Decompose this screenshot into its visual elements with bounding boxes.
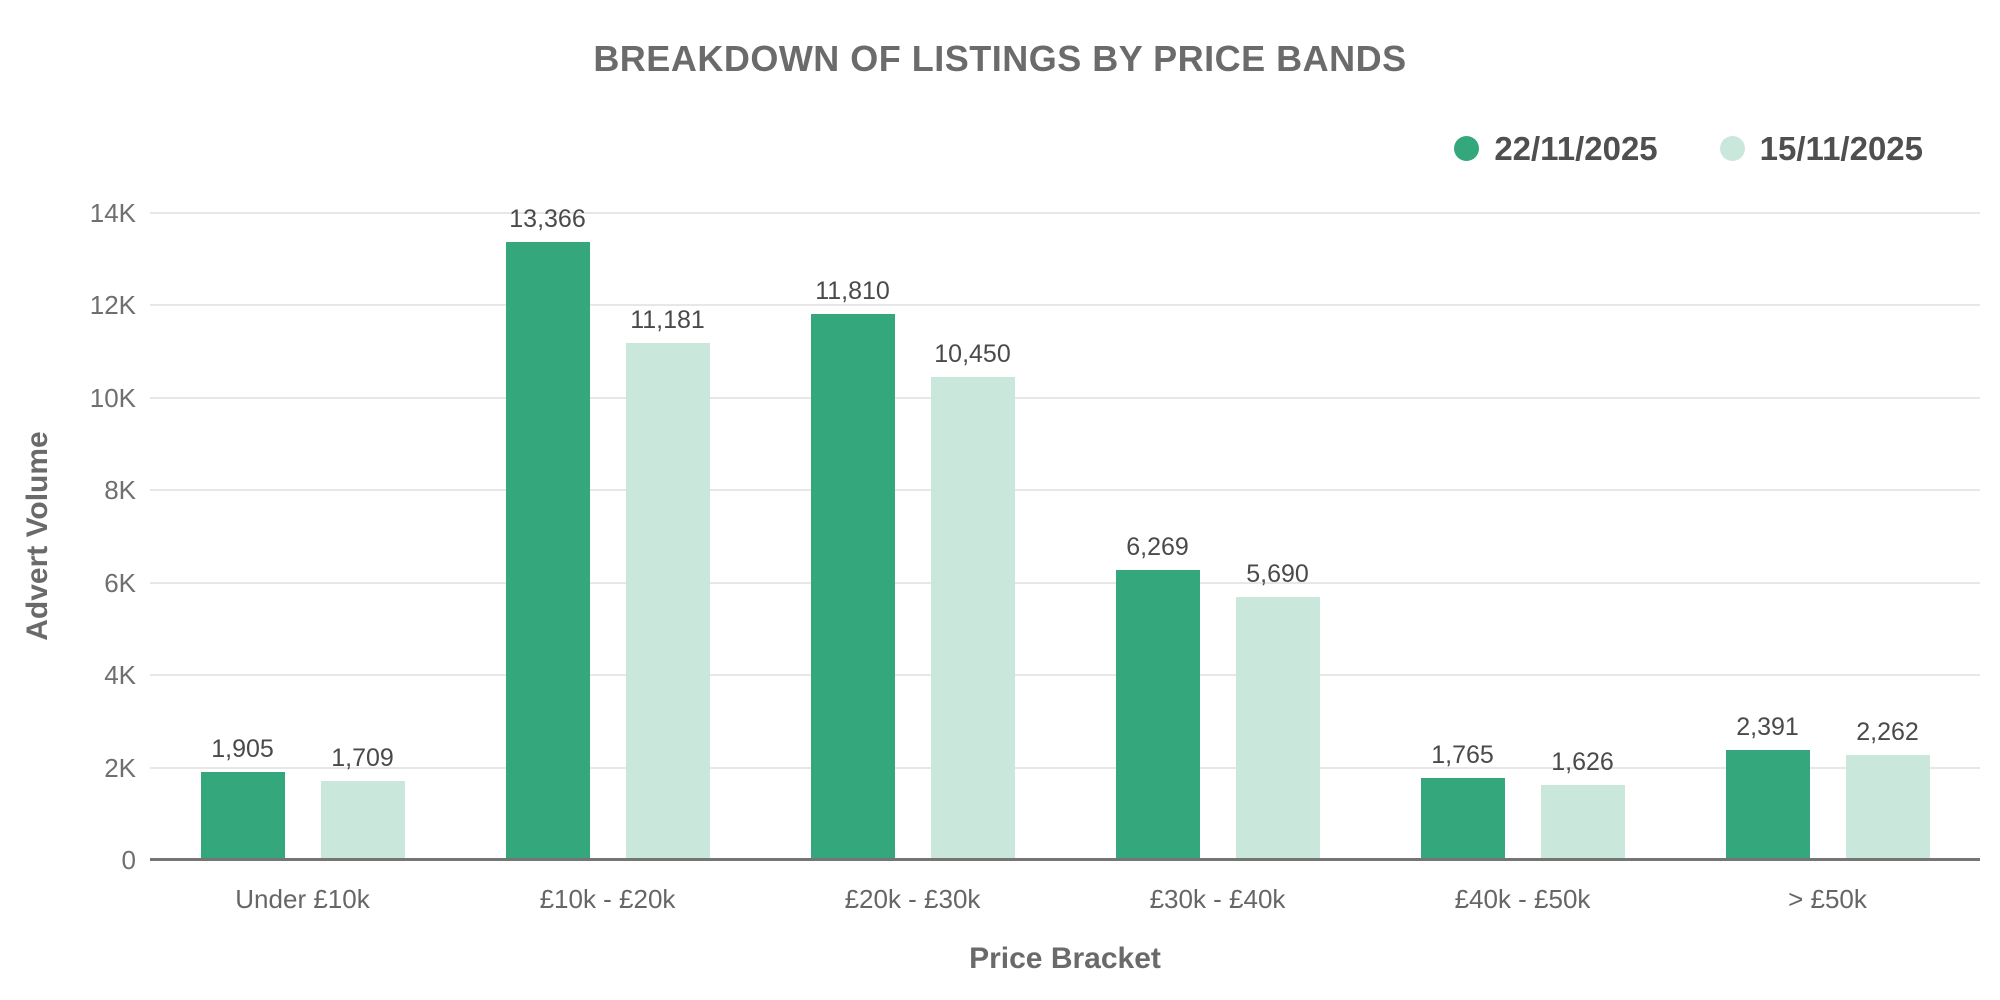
bar-22/11/2025-Under £10k[interactable] [200, 771, 285, 860]
bar-with-label: 10,450 [930, 340, 1015, 860]
x-category-label: £10k - £20k [539, 884, 676, 914]
bar-value-label: 10,450 [934, 340, 1011, 369]
bar-22/11/2025-£10k - £20k[interactable] [505, 242, 590, 860]
bar-with-label: 6,269 [1115, 533, 1200, 860]
gridline [150, 304, 1980, 307]
legend-label: 22/11/2025 [1494, 130, 1658, 167]
bar-with-label: 11,810 [810, 277, 895, 860]
y-tick-label: 8K [104, 475, 136, 506]
x-axis-category-labels: Under £10k £10k - £20k £20k - £30k £30k - £… [150, 884, 1980, 915]
bar-22/11/2025-> £50k[interactable] [1725, 749, 1810, 860]
bar-value-label: 1,905 [211, 734, 274, 763]
gridline [150, 766, 1980, 769]
bar-value-label: 1,626 [1551, 747, 1614, 776]
x-category-label: £30k - £40k [1149, 884, 1286, 914]
bar-with-label: 1,765 [1420, 741, 1505, 860]
x-category-label: £20k - £30k [844, 884, 981, 914]
gridline [150, 581, 1980, 584]
bar-with-label: 2,262 [1845, 718, 1930, 860]
legend-item-series-2[interactable]: 15/11/2025 [1719, 130, 1923, 167]
bar-value-label: 13,366 [509, 205, 586, 234]
chart-title: BREAKDOWN OF LISTINGS BY PRICE BANDS [593, 38, 1407, 79]
bar-15/11/2025-> £50k[interactable] [1845, 755, 1930, 860]
gridline [150, 396, 1980, 399]
x-axis-title: Price Bracket [969, 942, 1161, 975]
bar-group: 1,905 1,709 [150, 213, 455, 860]
legend-label: 15/11/2025 [1759, 130, 1923, 167]
x-category-label: £40k - £50k [1454, 884, 1591, 914]
bar-with-label: 13,366 [505, 205, 590, 860]
bar-group: 6,269 5,690 [1065, 213, 1370, 860]
bar-22/11/2025-£40k - £50k[interactable] [1420, 778, 1505, 860]
y-tick-label: 14K [89, 198, 136, 228]
bar-value-label: 11,810 [815, 277, 890, 306]
bar-value-label: 1,765 [1431, 741, 1494, 770]
bar-with-label: 2,391 [1725, 712, 1810, 860]
legend-item-series-1[interactable]: 22/11/2025 [1454, 130, 1658, 167]
y-tick-label: 10K [89, 382, 136, 413]
legend-dot-icon [1719, 136, 1745, 161]
gridline [150, 489, 1980, 492]
bar-15/11/2025-Under £10k[interactable] [320, 781, 405, 860]
bar-15/11/2025-£10k - £20k[interactable] [625, 343, 710, 860]
bar-15/11/2025-£20k - £30k[interactable] [930, 377, 1015, 860]
y-tick-label: 2K [104, 752, 136, 783]
bar-with-label: 1,626 [1540, 747, 1625, 860]
bar-15/11/2025-£30k - £40k[interactable] [1235, 597, 1320, 860]
bar-value-label: 2,262 [1856, 718, 1919, 747]
gridlines [150, 212, 1980, 860]
bar-value-label: 1,709 [331, 744, 394, 773]
bar-group: 13,366 11,181 [455, 207, 760, 860]
y-tick-label: 4K [104, 660, 136, 691]
bar-with-label: 1,905 [200, 734, 285, 860]
bar-group: 2,391 2,262 [1675, 213, 1980, 860]
x-category-label: Under £10k [235, 884, 370, 914]
x-axis-line [150, 858, 1980, 861]
x-category-label: > £50k [1788, 884, 1867, 914]
plot-area: 1,905 1,709 13,366 11,181 11,810 10,450 6,269 5… [150, 207, 1980, 861]
legend: 22/11/2025 15/11/2025 [1454, 132, 1923, 165]
bar-value-label: 6,269 [1126, 533, 1189, 562]
bar-groups: 1,905 1,709 13,366 11,181 11,810 10,450 6,269 5… [150, 207, 1980, 860]
bar-with-label: 1,709 [320, 744, 405, 860]
bar-value-label: 5,690 [1246, 560, 1309, 589]
bar-with-label: 5,690 [1235, 560, 1320, 860]
bar-value-label: 2,391 [1736, 712, 1799, 741]
gridline [150, 674, 1980, 677]
gridline [150, 212, 1980, 214]
legend-dot-icon [1454, 136, 1480, 161]
bar-22/11/2025-£30k - £40k[interactable] [1115, 570, 1200, 860]
bar-group: 11,810 10,450 [760, 213, 1065, 860]
y-tick-label: 6K [104, 567, 136, 598]
y-tick-label: 0 [121, 845, 136, 875]
bar-group: 1,765 1,626 [1370, 213, 1675, 860]
bar-22/11/2025-£20k - £30k[interactable] [810, 314, 895, 860]
bar-with-label: 11,181 [625, 306, 710, 860]
bar-value-label: 11,181 [630, 306, 705, 335]
y-tick-label: 12K [89, 290, 136, 321]
bar-15/11/2025-£40k - £50k[interactable] [1540, 784, 1625, 860]
y-axis-ticks: 0 2K 4K 6K 8K 10K 12K 14K [0, 200, 136, 873]
